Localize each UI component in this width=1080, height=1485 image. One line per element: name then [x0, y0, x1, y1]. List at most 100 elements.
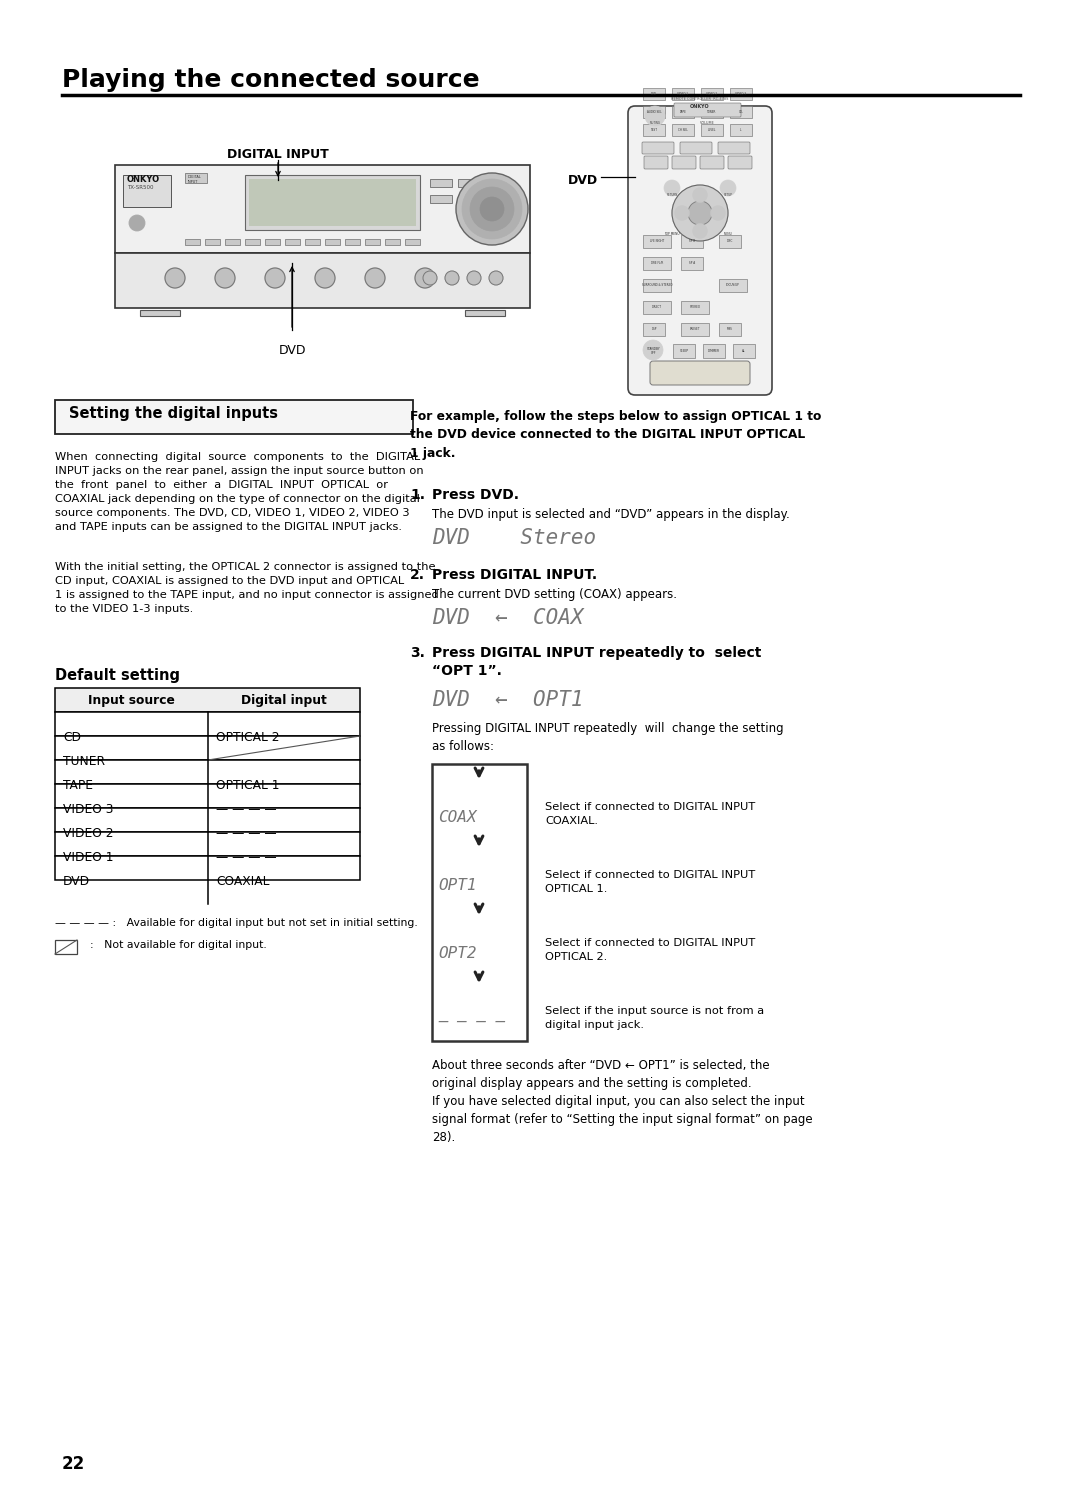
Bar — [643, 105, 665, 117]
Text: DSP: DSP — [651, 328, 657, 331]
Bar — [245, 175, 420, 230]
Text: STEREO: STEREO — [689, 306, 701, 309]
Text: SURROUND & STEREO: SURROUND & STEREO — [642, 284, 672, 288]
Text: DIRECT: DIRECT — [652, 306, 662, 309]
FancyBboxPatch shape — [627, 105, 772, 395]
Bar — [465, 310, 505, 316]
Text: REMOTE CONTROLLER  RC-478S: REMOTE CONTROLLER RC-478S — [672, 97, 729, 101]
FancyBboxPatch shape — [644, 156, 669, 169]
Text: LFE NIGHT: LFE NIGHT — [650, 239, 664, 244]
Text: MENU: MENU — [724, 232, 732, 236]
Text: MYS: MYS — [727, 328, 733, 331]
Circle shape — [129, 215, 145, 232]
Bar — [719, 324, 741, 336]
FancyBboxPatch shape — [650, 361, 750, 385]
Bar — [643, 279, 671, 293]
FancyBboxPatch shape — [680, 143, 712, 154]
Bar — [205, 239, 220, 245]
Bar — [643, 235, 671, 248]
Text: Select if the input source is not from a
digital input jack.: Select if the input source is not from a… — [545, 1005, 765, 1029]
Bar — [185, 239, 200, 245]
Bar — [55, 855, 360, 881]
Circle shape — [265, 267, 285, 288]
Bar — [458, 180, 480, 187]
Circle shape — [462, 180, 522, 239]
Circle shape — [467, 270, 481, 285]
Bar — [140, 310, 180, 316]
Text: OPT2: OPT2 — [438, 946, 476, 961]
Bar — [114, 165, 530, 252]
Text: TUNER: TUNER — [63, 754, 105, 768]
Text: DISC: DISC — [727, 239, 733, 244]
Bar — [245, 239, 260, 245]
Text: — — — —: — — — — — [216, 803, 276, 815]
Bar — [730, 88, 752, 99]
Bar — [249, 180, 416, 226]
Bar — [719, 279, 747, 293]
Text: COAX: COAX — [438, 809, 476, 826]
FancyBboxPatch shape — [718, 143, 750, 154]
Bar — [701, 88, 723, 99]
Text: TAPE: TAPE — [679, 110, 687, 114]
Text: STANDBY
OFF: STANDBY OFF — [647, 346, 661, 355]
Text: Press DVD.: Press DVD. — [432, 489, 519, 502]
Bar — [681, 301, 708, 313]
Text: MUTING: MUTING — [649, 120, 661, 125]
Circle shape — [675, 206, 689, 220]
Bar — [345, 239, 360, 245]
Circle shape — [423, 270, 437, 285]
Circle shape — [643, 340, 663, 359]
Text: CH SEL: CH SEL — [678, 128, 688, 132]
Bar — [430, 195, 453, 203]
Text: DVD    Stereo: DVD Stereo — [432, 529, 596, 548]
Text: VIDEO 2: VIDEO 2 — [706, 92, 717, 97]
Text: ONKYO: ONKYO — [690, 104, 710, 108]
Text: Press DIGITAL INPUT.: Press DIGITAL INPUT. — [432, 567, 597, 582]
Bar — [643, 88, 665, 99]
Bar — [672, 125, 694, 137]
Text: PRESET: PRESET — [690, 328, 700, 331]
FancyBboxPatch shape — [728, 156, 752, 169]
FancyBboxPatch shape — [642, 143, 674, 154]
Bar — [458, 195, 480, 203]
Bar — [55, 399, 413, 434]
Bar — [672, 105, 694, 117]
Text: DVD  ←  OPT1: DVD ← OPT1 — [432, 691, 583, 710]
Text: For example, follow the steps below to assign OPTICAL 1 to
the DVD device connec: For example, follow the steps below to a… — [410, 410, 822, 460]
Text: 2.: 2. — [410, 567, 426, 582]
Text: :   Not available for digital input.: : Not available for digital input. — [83, 940, 267, 950]
Text: DRE FL/R: DRE FL/R — [651, 261, 663, 266]
Text: — — — —: — — — — — [216, 827, 276, 841]
Text: Setting the digital inputs: Setting the digital inputs — [69, 405, 278, 422]
Circle shape — [711, 206, 725, 220]
Text: OPTICAL 2: OPTICAL 2 — [216, 731, 280, 744]
Text: CD-: CD- — [739, 110, 743, 114]
Bar — [730, 105, 752, 117]
Bar — [55, 711, 360, 737]
Text: OPT1: OPT1 — [438, 878, 476, 892]
Bar — [430, 180, 453, 187]
Text: AUDIO SEL: AUDIO SEL — [647, 110, 661, 114]
Text: VOLUME: VOLUME — [700, 120, 714, 125]
Text: Press DIGITAL INPUT repeatedly to  select
“OPT 1”.: Press DIGITAL INPUT repeatedly to select… — [432, 646, 761, 679]
Text: Playing the connected source: Playing the connected source — [62, 68, 480, 92]
Text: With the initial setting, the OPTICAL 2 connector is assigned to the
CD input, C: With the initial setting, the OPTICAL 2 … — [55, 561, 438, 613]
Circle shape — [489, 270, 503, 285]
Text: — — — — :   Available for digital input but not set in initial setting.: — — — — : Available for digital input bu… — [55, 918, 418, 928]
Bar — [701, 125, 723, 137]
Bar — [365, 239, 380, 245]
Text: ONKYO: ONKYO — [127, 175, 160, 184]
Bar — [673, 345, 696, 358]
Text: — — — —: — — — — — [438, 1014, 505, 1029]
Bar — [405, 239, 420, 245]
Bar — [55, 832, 360, 855]
Text: SETUP: SETUP — [724, 193, 732, 198]
Circle shape — [165, 267, 185, 288]
FancyBboxPatch shape — [700, 156, 724, 169]
Text: FOCUS/UP: FOCUS/UP — [726, 284, 740, 288]
Bar — [643, 301, 671, 313]
Text: VIDEO 1: VIDEO 1 — [677, 92, 689, 97]
Text: 3.: 3. — [410, 646, 424, 659]
Text: VIDEO 3: VIDEO 3 — [63, 803, 113, 815]
Bar — [643, 257, 671, 270]
